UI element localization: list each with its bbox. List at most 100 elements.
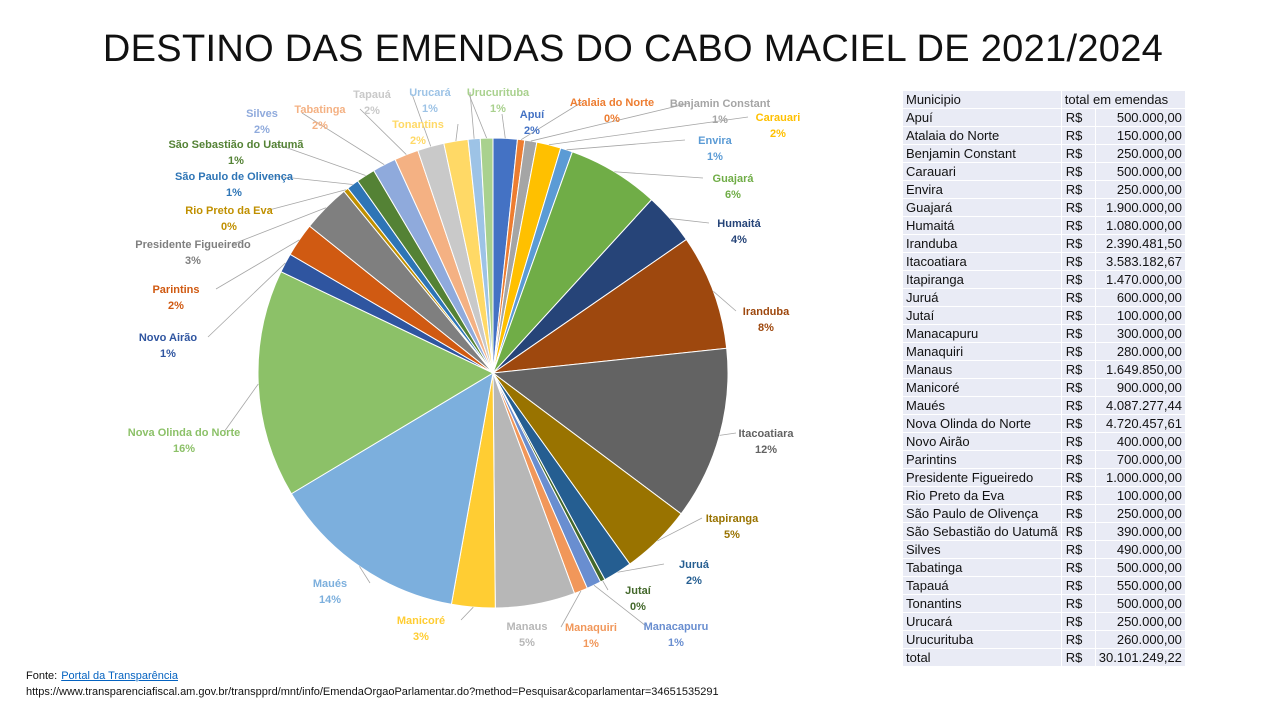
value-cell: 3.583.182,67 <box>1094 252 1186 271</box>
currency-cell: R$ <box>1060 342 1096 361</box>
slice-label: Tabatinga <box>294 104 346 116</box>
slice-label: Manaquiri <box>565 622 617 634</box>
table-row: Carauari R$ 500.000,00 <box>902 162 1186 181</box>
slice-label: Juruá <box>679 559 710 571</box>
table-row: Manaus R$ 1.649.850,00 <box>902 360 1186 379</box>
municipio-cell: Novo Airão <box>902 432 1062 451</box>
currency-cell: R$ <box>1060 162 1096 181</box>
leader-line <box>268 189 347 211</box>
slice-percent: 2% <box>312 120 328 132</box>
pie-slice <box>479 137 494 374</box>
municipio-cell: Tonantins <box>902 594 1062 613</box>
slice-percent: 2% <box>686 575 702 587</box>
municipio-cell: Manacapuru <box>902 324 1062 343</box>
leader-line <box>359 566 371 584</box>
table-row: Tonantins R$ 500.000,00 <box>902 594 1186 613</box>
header-municipio: Municipio <box>902 90 1062 109</box>
municipio-cell: Manaus <box>902 360 1062 379</box>
leader-line <box>548 116 749 146</box>
table-row: Jutaí R$ 100.000,00 <box>902 306 1186 325</box>
leader-line <box>359 108 407 155</box>
value-cell: 400.000,00 <box>1094 432 1186 451</box>
slice-percent: 0% <box>630 601 646 613</box>
value-cell: 100.000,00 <box>1094 306 1186 325</box>
value-cell: 250.000,00 <box>1094 180 1186 199</box>
leader-line <box>460 606 474 621</box>
municipio-cell: Manicoré <box>902 378 1062 397</box>
pie-slice <box>492 238 728 374</box>
slice-label: Envira <box>698 135 733 147</box>
slice-percent: 1% <box>668 637 684 649</box>
table-row: Tapauá R$ 550.000,00 <box>902 576 1186 595</box>
value-cell: 150.000,00 <box>1094 126 1186 145</box>
currency-cell: R$ <box>1060 378 1096 397</box>
table-row: Envira R$ 250.000,00 <box>902 180 1186 199</box>
currency: R$ <box>1060 648 1096 667</box>
currency-cell: R$ <box>1060 594 1096 613</box>
value-cell: 100.000,00 <box>1094 486 1186 505</box>
value-cell: 260.000,00 <box>1094 630 1186 649</box>
currency-cell: R$ <box>1060 522 1096 541</box>
slice-percent: 0% <box>221 221 237 233</box>
currency-cell: R$ <box>1060 576 1096 595</box>
municipio-cell: Jutaí <box>902 306 1062 325</box>
table-row: Manicoré R$ 900.000,00 <box>902 378 1186 397</box>
currency-cell: R$ <box>1060 324 1096 343</box>
slice-label: Urucará <box>409 87 451 99</box>
slice-percent: 2% <box>524 125 540 137</box>
leader-line <box>566 139 686 151</box>
leader-line <box>411 93 432 147</box>
slice-label: Urucurituba <box>467 87 530 99</box>
municipio-cell: Iranduba <box>902 234 1062 253</box>
municipio-cell: Itacoatiara <box>902 252 1062 271</box>
currency-cell: R$ <box>1060 360 1096 379</box>
municipio-cell: Urucará <box>902 612 1062 631</box>
table-row: São Sebastião do Uatumã R$ 390.000,00 <box>902 522 1186 541</box>
source-link[interactable]: Portal da Transparência <box>61 670 178 682</box>
leader-line <box>455 123 459 142</box>
municipio-cell: Juruá <box>902 288 1062 307</box>
slice-label: Apuí <box>520 109 545 121</box>
currency-cell: R$ <box>1060 288 1096 307</box>
slice-label: Itapiranga <box>706 513 759 525</box>
table-row: São Paulo de Olivença R$ 250.000,00 <box>902 504 1186 523</box>
slice-label: Manacapuru <box>644 621 709 633</box>
municipio-cell: Apuí <box>902 108 1062 127</box>
slice-label: São Sebastião do Uatumã <box>168 139 304 151</box>
municipio-cell: São Sebastião do Uatumã <box>902 522 1062 541</box>
value-cell: 4.720.457,61 <box>1094 414 1186 433</box>
pie-slice <box>257 271 495 495</box>
value-cell: 250.000,00 <box>1094 144 1186 163</box>
table-row: Maués R$ 4.087.277,44 <box>902 396 1186 415</box>
currency-cell: R$ <box>1060 108 1096 127</box>
leader-line <box>469 91 475 139</box>
leader-line <box>670 218 710 224</box>
table-row: Novo Airão R$ 400.000,00 <box>902 432 1186 451</box>
currency-cell: R$ <box>1060 270 1096 289</box>
value-cell: 700.000,00 <box>1094 450 1186 469</box>
slice-label: Carauari <box>756 112 801 124</box>
slice-label: Parintins <box>152 284 199 296</box>
value-cell: 250.000,00 <box>1094 504 1186 523</box>
slice-label: Presidente Figueiredo <box>135 239 251 251</box>
value-cell: 1.649.850,00 <box>1094 360 1186 379</box>
slice-percent: 1% <box>160 348 176 360</box>
slice-label: Manicoré <box>397 615 445 627</box>
value-cell: 300.000,00 <box>1094 324 1186 343</box>
leader-line <box>275 143 366 176</box>
leader-line <box>501 113 506 139</box>
slice-percent: 1% <box>228 155 244 167</box>
value-cell: 1.470.000,00 <box>1094 270 1186 289</box>
source-url: https://www.transparenciafiscal.am.gov.b… <box>26 686 719 698</box>
value-cell: 600.000,00 <box>1094 288 1186 307</box>
value-cell: 900.000,00 <box>1094 378 1186 397</box>
slice-percent: 5% <box>724 529 740 541</box>
currency-cell: R$ <box>1060 504 1096 523</box>
value-cell: 500.000,00 <box>1094 162 1186 181</box>
currency-cell: R$ <box>1060 450 1096 469</box>
value-cell: 1.080.000,00 <box>1094 216 1186 235</box>
slice-percent: 14% <box>319 594 341 606</box>
slice-label: Benjamin Constant <box>670 98 771 110</box>
currency-cell: R$ <box>1060 144 1096 163</box>
table-row: Silves R$ 490.000,00 <box>902 540 1186 559</box>
